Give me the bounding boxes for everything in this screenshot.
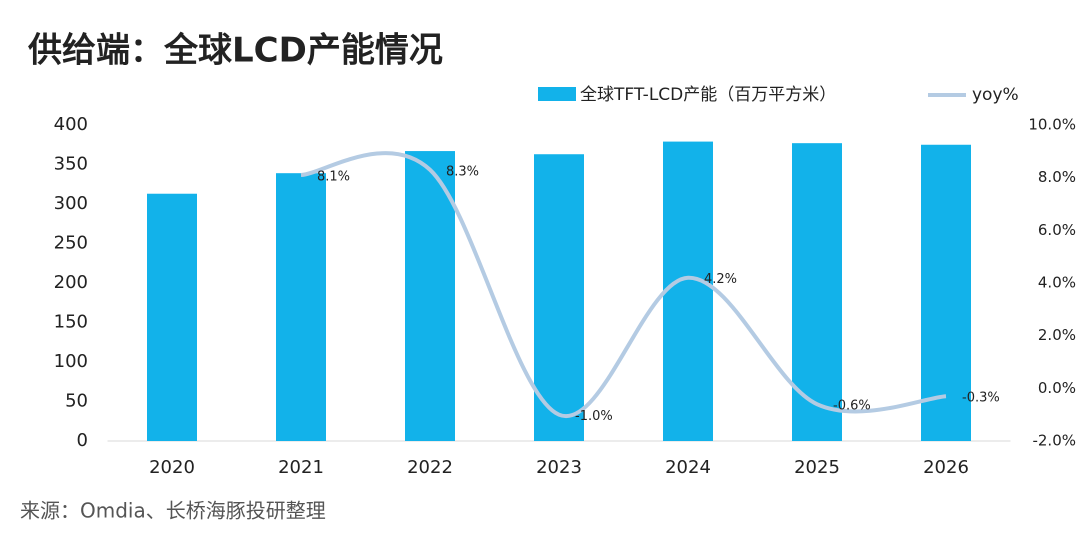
x-tick-label: 2024 — [665, 457, 711, 478]
data-label: 4.2% — [704, 272, 737, 287]
x-tick-label: 2023 — [536, 457, 582, 478]
bar — [276, 173, 326, 441]
y-tick-label: 100 — [54, 351, 88, 372]
yoy-line — [300, 151, 947, 419]
y2-tick-label: 4.0% — [1038, 274, 1076, 292]
data-label: -1.0% — [575, 409, 613, 424]
bar — [534, 154, 584, 442]
data-label: -0.6% — [833, 399, 871, 414]
y-tick-label: 350 — [54, 154, 88, 175]
data-label: 8.1% — [317, 170, 350, 185]
data-label: 8.3% — [446, 164, 479, 179]
y-tick-label: 200 — [54, 272, 88, 293]
bar — [147, 193, 197, 441]
y-tick-label: 150 — [54, 312, 88, 333]
y-tick-label: 300 — [54, 193, 88, 214]
x-tick-label: 2025 — [794, 457, 840, 478]
legend-label: yoy% — [972, 85, 1019, 105]
bar — [792, 143, 842, 442]
y-tick-label: 50 — [65, 391, 88, 412]
x-tick-label: 2026 — [923, 457, 969, 478]
chart-title: 供给端：全球LCD产能情况 — [27, 31, 443, 71]
y2-tick-label: 2.0% — [1038, 326, 1076, 344]
legend-swatch — [538, 87, 576, 101]
bar — [663, 141, 713, 441]
y-tick-label: 400 — [54, 114, 88, 135]
source-note: 来源：Omdia、长桥海豚投研整理 — [20, 499, 326, 523]
x-tick-label: 2021 — [278, 457, 324, 478]
x-tick-label: 2020 — [149, 457, 195, 478]
bar — [921, 144, 971, 441]
y2-tick-label: 6.0% — [1038, 221, 1076, 239]
y2-tick-label: -2.0% — [1032, 432, 1076, 450]
data-label: -0.3% — [962, 391, 1000, 406]
y2-tick-label: 8.0% — [1038, 168, 1076, 186]
y-tick-label: 250 — [54, 233, 88, 254]
y2-tick-label: 10.0% — [1028, 116, 1076, 134]
legend-label: 全球TFT-LCD产能（百万平方米） — [580, 85, 836, 105]
x-tick-label: 2022 — [407, 457, 453, 478]
bar — [405, 151, 455, 441]
y-tick-label: 0 — [77, 430, 88, 451]
y2-tick-label: 0.0% — [1038, 379, 1076, 397]
